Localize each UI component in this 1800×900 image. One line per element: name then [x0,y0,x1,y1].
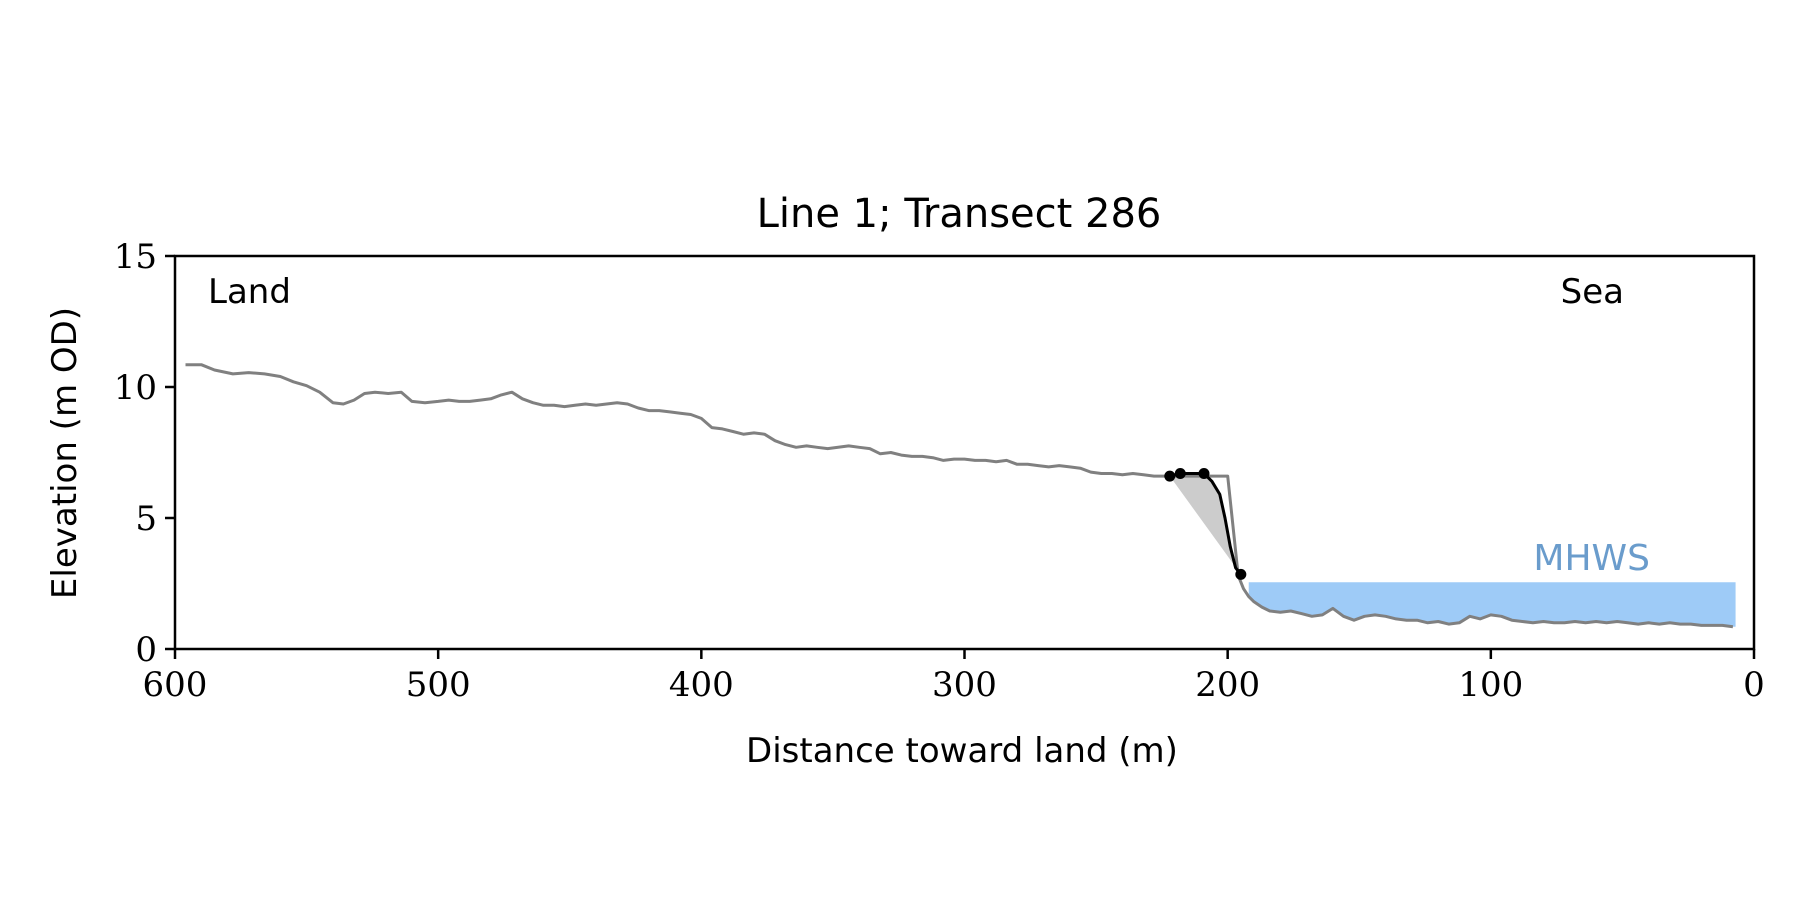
x-axis-label: Distance toward land (m) [746,731,1178,771]
chart-title: Line 1; Transect 286 [757,191,1162,237]
mhws-water-fill [1248,582,1736,627]
x-tick-label: 600 [143,665,208,705]
x-axis: 600 500 400 300 200 100 0 [143,649,1765,705]
cliff-marker [1174,467,1186,479]
cliff-wedge-fill [1169,473,1241,575]
sea-annotation: Sea [1561,272,1624,312]
profile-line [185,363,1734,629]
cliff-markers [1164,467,1247,580]
x-tick-label: 200 [1195,665,1260,705]
y-axis-label: Elevation (m OD) [45,307,85,599]
cliff-marker [1235,568,1247,580]
cliff-line [1169,472,1242,576]
x-tick-label: 400 [669,665,734,705]
y-tick-label: 10 [114,368,157,408]
x-tick-label: 500 [406,665,471,705]
cliff-marker [1164,470,1176,482]
plot-area [185,363,1736,629]
y-axis: 0 5 10 15 [114,237,175,670]
y-tick-label: 0 [135,630,157,670]
mhws-annotation: MHWS [1533,538,1650,579]
x-tick-label: 100 [1458,665,1523,705]
y-tick-label: 15 [114,237,157,277]
land-annotation: Land [208,272,291,312]
y-tick-label: 5 [135,499,157,539]
cliff-marker [1198,467,1210,479]
x-tick-label: 300 [932,665,997,705]
x-tick-label: 0 [1743,665,1765,705]
